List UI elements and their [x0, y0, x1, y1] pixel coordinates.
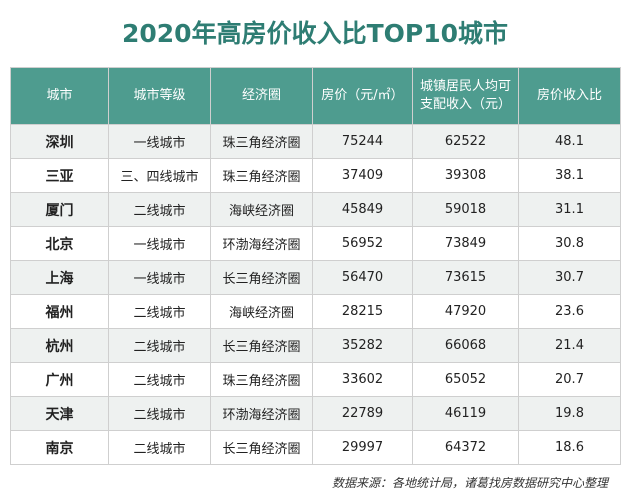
table-row: 厦门 二线城市 海峡经济圈 45849 59018 31.1 — [10, 192, 621, 227]
cell-city: 厦门 — [10, 192, 109, 227]
header-tier: 城市等级 — [108, 67, 211, 125]
cell-tier: 二线城市 — [108, 362, 211, 397]
cell-zone: 珠三角经济圈 — [210, 124, 313, 159]
cell-tier: 一线城市 — [108, 124, 211, 159]
cell-ratio: 18.6 — [518, 430, 621, 465]
cell-city: 福州 — [10, 294, 109, 329]
cell-city: 三亚 — [10, 158, 109, 193]
cell-income: 59018 — [412, 192, 519, 227]
table-row: 上海 一线城市 长三角经济圈 56470 73615 30.7 — [10, 260, 621, 295]
table-row: 福州 二线城市 海峡经济圈 28215 47920 23.6 — [10, 294, 621, 329]
cell-zone: 长三角经济圈 — [210, 260, 313, 295]
cell-zone: 长三角经济圈 — [210, 328, 313, 363]
cell-price: 29997 — [312, 430, 413, 465]
cell-price: 56952 — [312, 226, 413, 261]
table-header-row: 城市 城市等级 经济圈 房价（元/㎡） 城镇居民人均可支配收入（元） 房价收入比 — [10, 67, 621, 125]
cell-city: 杭州 — [10, 328, 109, 363]
cell-city: 深圳 — [10, 124, 109, 159]
cell-tier: 二线城市 — [108, 396, 211, 431]
cell-tier: 三、四线城市 — [108, 158, 211, 193]
cell-income: 62522 — [412, 124, 519, 159]
table-row: 北京 一线城市 环渤海经济圈 56952 73849 30.8 — [10, 226, 621, 261]
cell-ratio: 30.7 — [518, 260, 621, 295]
cell-zone: 海峡经济圈 — [210, 294, 313, 329]
cell-income: 73615 — [412, 260, 519, 295]
cell-ratio: 48.1 — [518, 124, 621, 159]
cell-price: 75244 — [312, 124, 413, 159]
cell-price: 22789 — [312, 396, 413, 431]
cell-income: 64372 — [412, 430, 519, 465]
cell-zone: 环渤海经济圈 — [210, 226, 313, 261]
table-row: 深圳 一线城市 珠三角经济圈 75244 62522 48.1 — [10, 124, 621, 159]
cell-income: 73849 — [412, 226, 519, 261]
table-row: 广州 二线城市 珠三角经济圈 33602 65052 20.7 — [10, 362, 621, 397]
cell-tier: 二线城市 — [108, 294, 211, 329]
cell-price: 56470 — [312, 260, 413, 295]
header-city: 城市 — [10, 67, 109, 125]
table-row: 天津 二线城市 环渤海经济圈 22789 46119 19.8 — [10, 396, 621, 431]
cell-ratio: 21.4 — [518, 328, 621, 363]
cell-ratio: 20.7 — [518, 362, 621, 397]
header-zone: 经济圈 — [210, 67, 313, 125]
header-income: 城镇居民人均可支配收入（元） — [412, 67, 519, 125]
cell-zone: 珠三角经济圈 — [210, 158, 313, 193]
cell-zone: 珠三角经济圈 — [210, 362, 313, 397]
cell-zone: 环渤海经济圈 — [210, 396, 313, 431]
cell-price: 28215 — [312, 294, 413, 329]
cell-city: 北京 — [10, 226, 109, 261]
cell-tier: 一线城市 — [108, 260, 211, 295]
page-title: 2020年高房价收入比TOP10城市 — [122, 19, 508, 48]
table-row: 杭州 二线城市 长三角经济圈 35282 66068 21.4 — [10, 328, 621, 363]
cell-ratio: 31.1 — [518, 192, 621, 227]
cell-tier: 二线城市 — [108, 430, 211, 465]
cell-zone: 长三角经济圈 — [210, 430, 313, 465]
cell-city: 上海 — [10, 260, 109, 295]
cell-price: 37409 — [312, 158, 413, 193]
cell-income: 65052 — [412, 362, 519, 397]
cell-income: 39308 — [412, 158, 519, 193]
cell-tier: 一线城市 — [108, 226, 211, 261]
data-source-note: 数据来源：各地统计局，诸葛找房数据研究中心整理 — [331, 476, 608, 490]
cell-price: 33602 — [312, 362, 413, 397]
cell-ratio: 30.8 — [518, 226, 621, 261]
cell-ratio: 19.8 — [518, 396, 621, 431]
table-row: 三亚 三、四线城市 珠三角经济圈 37409 39308 38.1 — [10, 158, 621, 193]
cell-price: 35282 — [312, 328, 413, 363]
cell-city: 天津 — [10, 396, 109, 431]
cell-price: 45849 — [312, 192, 413, 227]
cell-ratio: 23.6 — [518, 294, 621, 329]
cell-tier: 二线城市 — [108, 328, 211, 363]
cell-income: 66068 — [412, 328, 519, 363]
cell-tier: 二线城市 — [108, 192, 211, 227]
cell-zone: 海峡经济圈 — [210, 192, 313, 227]
cell-ratio: 38.1 — [518, 158, 621, 193]
data-table: 城市 城市等级 经济圈 房价（元/㎡） 城镇居民人均可支配收入（元） 房价收入比… — [10, 67, 621, 465]
cell-city: 南京 — [10, 430, 109, 465]
table-row: 南京 二线城市 长三角经济圈 29997 64372 18.6 — [10, 430, 621, 465]
cell-income: 46119 — [412, 396, 519, 431]
cell-income: 47920 — [412, 294, 519, 329]
cell-city: 广州 — [10, 362, 109, 397]
header-price: 房价（元/㎡） — [312, 67, 413, 125]
header-ratio: 房价收入比 — [518, 67, 621, 125]
